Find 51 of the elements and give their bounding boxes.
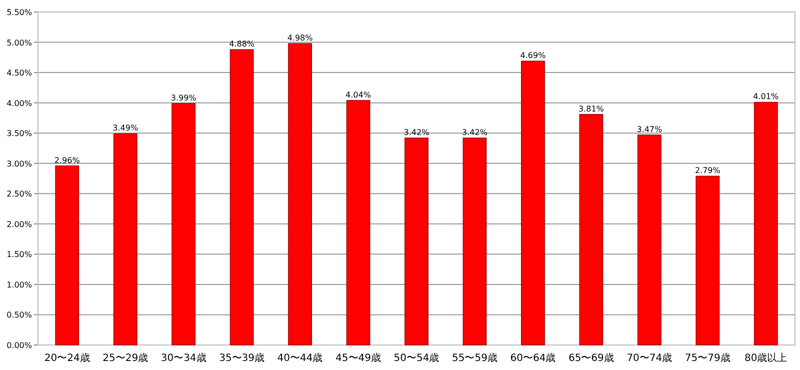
y-tick-label: 5.00% <box>6 38 32 48</box>
bar <box>346 100 370 346</box>
x-tick-label: 30〜34歳 <box>160 352 206 364</box>
x-tick-label: 70〜74歳 <box>626 352 672 364</box>
y-tick-label: 4.00% <box>6 98 32 108</box>
bar <box>696 176 720 346</box>
x-tick-label: 65〜69歳 <box>568 352 614 364</box>
y-tick-label: 1.00% <box>6 280 32 290</box>
data-label: 4.88% <box>229 40 255 49</box>
y-tick-label: 5.50% <box>6 8 32 17</box>
bar <box>579 114 604 346</box>
data-label: 4.04% <box>346 90 372 100</box>
x-tick-label: 55〜59歳 <box>452 352 498 364</box>
data-label: 3.49% <box>112 124 138 133</box>
data-label: 4.98% <box>287 33 314 42</box>
x-tick-label: 50〜54歳 <box>394 352 440 364</box>
data-label: 2.79% <box>694 166 721 176</box>
y-tick-label: 2.00% <box>6 220 32 229</box>
y-tick-label: 2.50% <box>6 190 32 199</box>
bar <box>172 103 196 346</box>
x-tick-label: 40〜44歳 <box>277 352 323 364</box>
x-tick-label: 25〜29歳 <box>102 352 148 364</box>
y-tick-label: 4.50% <box>6 68 32 78</box>
x-tick-label: 20〜24歳 <box>44 352 90 364</box>
x-tick-label: 80歳以上 <box>744 352 788 364</box>
x-tick-label: 60〜64歳 <box>510 352 556 364</box>
data-label: 3.42% <box>404 128 430 137</box>
bar <box>55 165 80 346</box>
y-tick-label: 0.50% <box>6 310 32 320</box>
bar <box>754 102 778 346</box>
data-label: 3.81% <box>578 104 604 114</box>
x-tick-label: 75〜79歳 <box>684 352 730 364</box>
bar <box>404 138 428 346</box>
y-tick-label: 0.00% <box>6 341 32 350</box>
data-label: 4.01% <box>753 92 779 102</box>
y-tick-label: 3.00% <box>6 159 32 168</box>
bar <box>288 43 312 346</box>
x-tick-label: 35〜39歳 <box>219 352 265 364</box>
data-label: 3.99% <box>170 93 197 102</box>
bar <box>637 134 662 346</box>
y-tick-label: 3.50% <box>6 129 32 138</box>
bar <box>462 138 487 346</box>
data-label: 3.42% <box>462 128 488 137</box>
data-label: 3.47% <box>636 124 663 134</box>
data-label: 4.69% <box>520 51 546 60</box>
data-label: 2.96% <box>54 156 80 165</box>
x-tick-label: 45〜49歳 <box>336 352 381 364</box>
bar <box>521 60 545 346</box>
bar <box>113 133 138 346</box>
bar <box>230 49 254 346</box>
y-tick-label: 1.50% <box>6 250 32 260</box>
